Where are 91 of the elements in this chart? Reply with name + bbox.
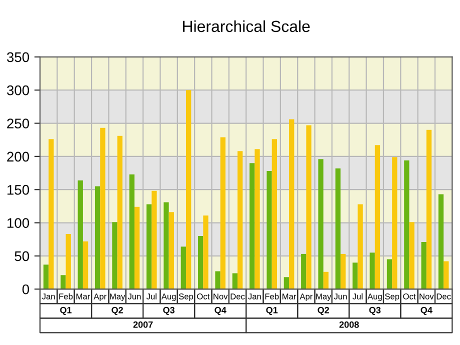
x-tick-label: Nov bbox=[420, 294, 434, 300]
x-tick-label: Feb bbox=[265, 293, 279, 300]
y-tick-label: 300 bbox=[6, 85, 30, 96]
bar bbox=[66, 234, 71, 290]
bar bbox=[323, 272, 329, 290]
bar bbox=[186, 90, 192, 290]
bar bbox=[94, 186, 100, 290]
y-tick-label: 50 bbox=[14, 251, 30, 262]
bar bbox=[421, 242, 426, 290]
bar bbox=[82, 241, 88, 290]
y-tick-label: 100 bbox=[7, 218, 30, 228]
bar bbox=[100, 128, 106, 290]
bar bbox=[409, 222, 414, 290]
bar bbox=[220, 137, 226, 290]
bar bbox=[152, 190, 157, 290]
y-tick-label: 150 bbox=[7, 184, 30, 195]
x-tick-label: Oct bbox=[197, 293, 210, 300]
y-tick-label: 0 bbox=[22, 284, 30, 294]
text: Q2 bbox=[112, 306, 123, 315]
bar bbox=[438, 194, 444, 290]
bar bbox=[352, 262, 358, 290]
bar bbox=[444, 261, 449, 290]
bar bbox=[78, 180, 83, 290]
x-tick-label: Apr bbox=[94, 294, 106, 302]
bar bbox=[266, 171, 272, 290]
bar bbox=[164, 202, 169, 290]
bar bbox=[404, 160, 410, 290]
x-tick-label: Jan bbox=[42, 294, 55, 300]
x-tick-label: Apr bbox=[300, 294, 313, 302]
bar bbox=[117, 136, 122, 290]
bar bbox=[374, 145, 380, 290]
bar bbox=[306, 125, 312, 290]
x-tick-label: Jun bbox=[128, 294, 141, 300]
x-tick-label: Feb bbox=[59, 293, 73, 300]
bar bbox=[335, 168, 341, 290]
bar bbox=[386, 259, 392, 290]
x-tick-label: Jul bbox=[352, 293, 362, 300]
x-tick-label: May bbox=[110, 294, 126, 302]
bar bbox=[284, 277, 290, 290]
x-tick-label: Oct bbox=[403, 293, 416, 300]
bar bbox=[340, 254, 346, 290]
bar bbox=[129, 174, 134, 290]
x-tick-label: Jun bbox=[334, 294, 347, 300]
text: Q4 bbox=[214, 306, 226, 315]
bar bbox=[43, 264, 49, 290]
bar bbox=[232, 273, 238, 290]
chart-title: Hierarchical Scale bbox=[183, 20, 310, 32]
bar bbox=[301, 254, 306, 290]
bar bbox=[48, 139, 54, 290]
y-tick-label: 350 bbox=[6, 52, 30, 62]
bar bbox=[198, 236, 204, 290]
y-tick-label: 250 bbox=[7, 118, 30, 128]
x-tick-label: Mar bbox=[76, 294, 90, 300]
bar bbox=[146, 204, 152, 290]
bar bbox=[134, 206, 140, 290]
x-tick-label: May bbox=[316, 294, 332, 302]
bar bbox=[60, 275, 66, 290]
x-tick-label: Aug bbox=[161, 294, 176, 302]
bar bbox=[358, 204, 363, 290]
text: Q1 bbox=[266, 306, 278, 315]
x-tick-label: Jan bbox=[248, 294, 261, 300]
bar bbox=[272, 139, 278, 290]
text: Q3 bbox=[369, 306, 381, 315]
x-tick-label: Aug bbox=[368, 294, 382, 302]
bar bbox=[180, 246, 186, 290]
bar bbox=[168, 212, 174, 290]
x-tick-label: Nov bbox=[214, 294, 228, 300]
bar bbox=[318, 159, 324, 290]
text: Q3 bbox=[163, 306, 175, 315]
x-tick-label: Sep bbox=[385, 293, 400, 302]
bar bbox=[426, 130, 432, 290]
y-tick-label: 200 bbox=[7, 152, 30, 162]
bar bbox=[215, 271, 220, 290]
bar bbox=[238, 151, 243, 290]
bar bbox=[289, 119, 294, 290]
text: 2008 bbox=[339, 321, 359, 328]
x-tick-label: Mar bbox=[282, 294, 296, 300]
bar bbox=[254, 149, 260, 290]
text: Q2 bbox=[318, 306, 330, 315]
bar bbox=[370, 252, 375, 290]
x-tick-label: Dec bbox=[230, 294, 245, 300]
text: Q4 bbox=[420, 306, 432, 315]
x-tick-label: Jul bbox=[146, 293, 156, 300]
bar bbox=[112, 222, 118, 290]
x-tick-label: Dec bbox=[436, 294, 451, 300]
bar bbox=[392, 157, 398, 290]
bar bbox=[203, 215, 208, 290]
text: 2007 bbox=[133, 321, 153, 328]
text: Q1 bbox=[60, 306, 72, 315]
x-tick-label: Sep bbox=[178, 293, 194, 302]
bar bbox=[250, 163, 255, 290]
